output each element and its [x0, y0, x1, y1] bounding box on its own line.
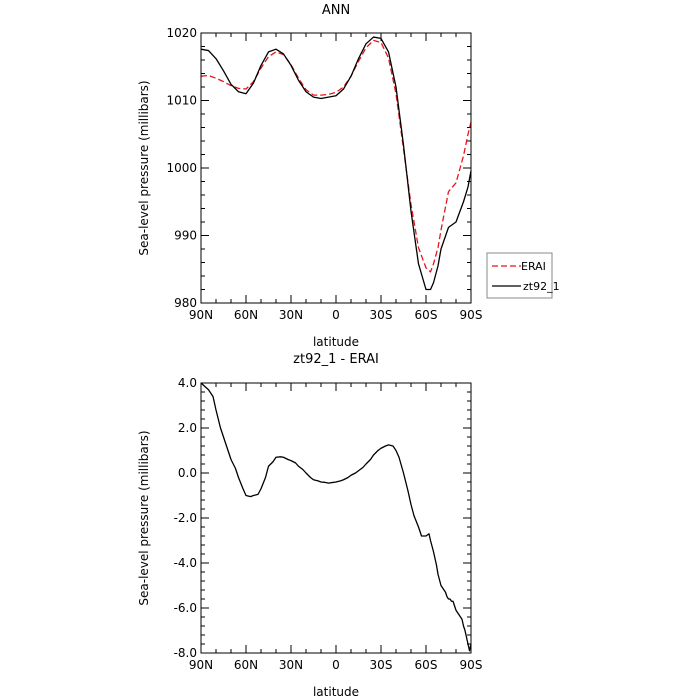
- x-tick-labels: 90N 60N 30N 0 30S 60S 90S: [189, 658, 483, 672]
- y-tick-label: 1000: [166, 161, 197, 175]
- x-tick-label: 30S: [370, 658, 393, 672]
- chart-pressure: ANN 90N 60N 30N 0 30S 60S 90S 1020 1010 1000 990 9…: [137, 3, 560, 349]
- plot-frame: [200, 382, 472, 654]
- y-axis-title: Sea-level pressure (millibars): [137, 430, 151, 605]
- x-tick-label: 90N: [189, 658, 213, 672]
- x-tick-label: 30N: [279, 658, 303, 672]
- chart-title: zt92_1 - ERAI: [293, 352, 379, 367]
- y-tick-label: -8.0: [174, 646, 197, 660]
- chart-title: ANN: [322, 3, 350, 18]
- x-tick-label: 60N: [234, 308, 258, 322]
- x-axis-title: latitude: [313, 685, 359, 699]
- y-tick-label: 1010: [166, 94, 197, 108]
- series-lines: [200, 382, 472, 652]
- x-tick-label: 60S: [415, 308, 438, 322]
- x-tick-label: 90S: [460, 308, 483, 322]
- series-line-diff0: [200, 382, 472, 652]
- y-tick-label: -4.0: [174, 556, 197, 570]
- legend: ERAI zt92_1: [486, 252, 560, 299]
- y-tick-label: 2.0: [178, 421, 197, 435]
- y-axis-title: Sea-level pressure (millibars): [137, 80, 151, 255]
- x-tick-label: 90S: [460, 658, 483, 672]
- y-tick-label: 980: [174, 296, 197, 310]
- x-tick-labels: 90N 60N 30N 0 30S 60S 90S: [189, 308, 483, 322]
- x-axis-title: latitude: [313, 335, 359, 349]
- x-tick-label: 0: [332, 658, 340, 672]
- x-tick-label: 60N: [234, 658, 258, 672]
- legend-box: [486, 252, 553, 299]
- chart-difference: zt92_1 - ERAI 90N 60N 30N 0 30S 60S 90S 4.0 2.0…: [137, 352, 482, 699]
- plot-frame: [200, 32, 472, 304]
- legend-label-zt92: zt92_1: [523, 280, 560, 293]
- x-tick-label: 0: [332, 308, 340, 322]
- y-tick-label: -2.0: [174, 511, 197, 525]
- y-tick-label: -6.0: [174, 601, 197, 615]
- series-line-erai: [200, 39, 472, 273]
- x-tick-label: 90N: [189, 308, 213, 322]
- y-tick-label: 0.0: [178, 466, 197, 480]
- tick-marks: [200, 32, 472, 304]
- x-tick-label: 30N: [279, 308, 303, 322]
- tick-marks: [200, 382, 472, 654]
- y-tick-labels: 1020 1010 1000 990 980: [166, 26, 197, 310]
- y-tick-labels: 4.0 2.0 0.0 -2.0 -4.0 -6.0 -8.0: [174, 376, 197, 660]
- x-tick-label: 60S: [415, 658, 438, 672]
- y-tick-label: 990: [174, 229, 197, 243]
- series-lines: [200, 36, 472, 291]
- legend-label-erai: ERAI: [521, 260, 546, 273]
- x-tick-label: 30S: [370, 308, 393, 322]
- y-tick-label: 4.0: [178, 376, 197, 390]
- y-tick-label: 1020: [166, 26, 197, 40]
- series-line-zt92_1: [200, 36, 472, 291]
